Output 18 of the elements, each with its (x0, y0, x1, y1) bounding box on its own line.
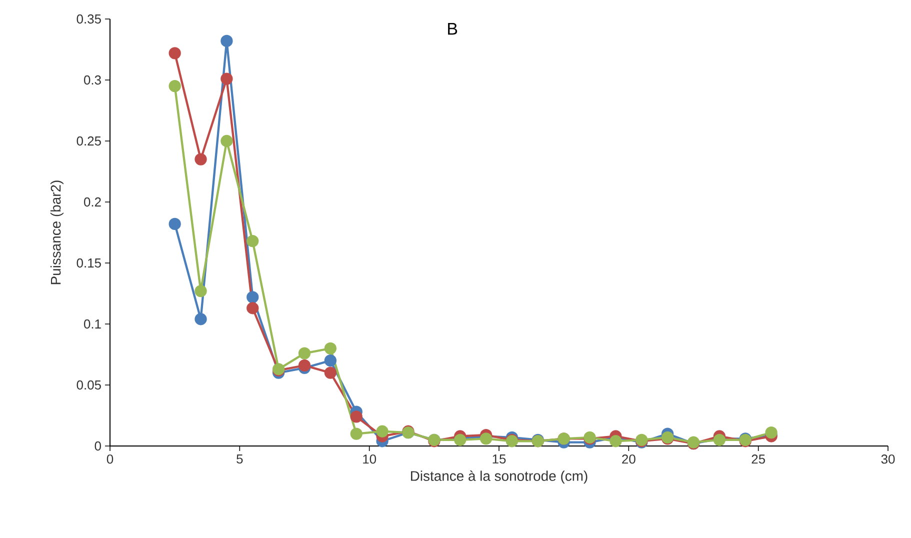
x-axis-title: Distance à la sonotrode (cm) (410, 470, 588, 484)
y-tick-label: 0.2 (84, 197, 101, 207)
y-tick-label: 0.25 (76, 136, 101, 146)
x-tick-label: 30 (881, 454, 895, 464)
x-tick-label: 15 (492, 454, 506, 464)
chart-title: B (448, 22, 458, 35)
y-tick-label: 0.35 (76, 14, 101, 24)
x-tick-label: 20 (622, 454, 636, 464)
y-axis-title: Puissance (bar2) (50, 180, 64, 284)
x-tick-label: 25 (752, 454, 765, 464)
y-tick-label: 0.3 (84, 75, 101, 85)
y-tick-label: 0.15 (76, 258, 101, 268)
x-tick-label: 5 (236, 454, 243, 464)
x-tick-label: 0 (106, 454, 114, 464)
y-tick-label: 0.05 (76, 380, 101, 390)
y-tick-label: 0.1 (84, 319, 101, 329)
y-tick-label: 0 (94, 441, 101, 451)
x-tick-label: 10 (363, 454, 376, 464)
